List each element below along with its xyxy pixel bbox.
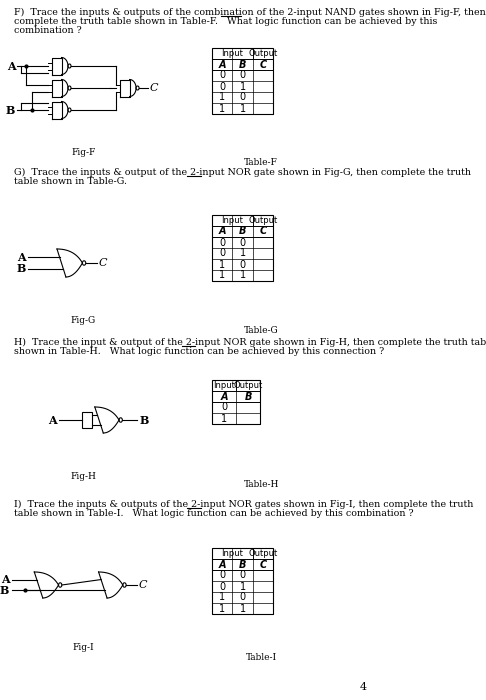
Text: B: B: [140, 414, 149, 426]
Text: 1: 1: [240, 582, 246, 591]
Text: A: A: [219, 227, 226, 237]
Text: A: A: [49, 414, 57, 426]
Text: 1: 1: [240, 104, 246, 113]
Text: 0: 0: [219, 81, 226, 92]
Text: C: C: [260, 559, 267, 570]
Text: C: C: [260, 60, 267, 69]
Text: table shown in Table-I.   What logic function can be achieved by this combinatio: table shown in Table-I. What logic funct…: [14, 509, 414, 518]
Text: 0: 0: [240, 237, 246, 248]
Bar: [82, 412, 92, 428]
Text: Table-H: Table-H: [243, 480, 279, 489]
Bar: [212, 48, 273, 114]
Text: 1: 1: [240, 603, 246, 613]
Text: 0: 0: [219, 570, 226, 580]
Text: table shown in Table-G.: table shown in Table-G.: [14, 177, 127, 186]
Text: Input: Input: [222, 216, 243, 225]
Text: C: C: [260, 227, 267, 237]
Text: Output: Output: [248, 216, 278, 225]
Text: C: C: [99, 258, 107, 268]
Text: B: B: [239, 559, 246, 570]
Text: 1: 1: [219, 92, 226, 102]
Text: C: C: [150, 83, 158, 93]
Text: B: B: [239, 60, 246, 69]
Text: B: B: [6, 104, 16, 116]
Text: 1: 1: [219, 270, 226, 281]
Text: A: A: [221, 391, 228, 402]
Bar: [212, 548, 273, 614]
Text: 1: 1: [221, 414, 227, 424]
Text: Output: Output: [234, 381, 263, 390]
Text: 1: 1: [219, 592, 226, 603]
Text: H)  Trace the input & output of the 2-input NOR gate shown in Fig-H, then comple: H) Trace the input & output of the 2-inp…: [14, 338, 486, 347]
Text: Fig-I: Fig-I: [72, 643, 94, 652]
Text: 0: 0: [219, 237, 226, 248]
Text: 0: 0: [219, 71, 226, 80]
Text: B: B: [239, 227, 246, 237]
Text: 0: 0: [240, 71, 246, 80]
Text: B: B: [17, 263, 26, 274]
Text: Fig-F: Fig-F: [71, 148, 96, 157]
Text: A: A: [0, 574, 9, 585]
Text: Table-F: Table-F: [244, 158, 278, 167]
Text: 4: 4: [360, 682, 367, 692]
Text: G)  Trace the inputs & output of the 2-input NOR gate shown in Fig-G, then compl: G) Trace the inputs & output of the 2-in…: [14, 168, 471, 177]
Text: 0: 0: [219, 582, 226, 591]
Text: 0: 0: [240, 570, 246, 580]
Text: I)  Trace the inputs & outputs of the 2-input NOR gates shown in Fig-I, then com: I) Trace the inputs & outputs of the 2-i…: [14, 500, 473, 509]
Text: 1: 1: [240, 81, 246, 92]
Text: 1: 1: [240, 270, 246, 281]
Text: Fig-G: Fig-G: [71, 316, 96, 325]
Text: C: C: [139, 580, 147, 590]
Text: Input: Input: [222, 49, 243, 58]
Text: A: A: [17, 251, 26, 262]
Text: Input: Input: [222, 549, 243, 558]
Text: F)  Trace the inputs & outputs of the combination of the 2-input NAND gates show: F) Trace the inputs & outputs of the com…: [14, 8, 486, 17]
Text: Output: Output: [248, 549, 278, 558]
Text: Table-G: Table-G: [244, 326, 278, 335]
Bar: [212, 380, 260, 424]
Text: 1: 1: [219, 260, 226, 270]
Text: 0: 0: [240, 92, 246, 102]
Text: 0: 0: [221, 402, 227, 412]
Text: complete the truth table shown in Table-F.   What logic function can be achieved: complete the truth table shown in Table-…: [14, 18, 437, 26]
Bar: [212, 215, 273, 281]
Text: 0: 0: [219, 248, 226, 258]
Text: combination ?: combination ?: [14, 27, 82, 36]
Text: Table-I: Table-I: [245, 653, 277, 662]
Text: 1: 1: [240, 248, 246, 258]
Text: shown in Table-H.   What logic function can be achieved by this connection ?: shown in Table-H. What logic function ca…: [14, 347, 384, 356]
Text: Input: Input: [213, 381, 235, 390]
Text: A: A: [219, 60, 226, 69]
Text: B: B: [244, 391, 252, 402]
Text: 0: 0: [240, 260, 246, 270]
Text: 0: 0: [240, 592, 246, 603]
Text: Output: Output: [248, 49, 278, 58]
Text: 1: 1: [219, 104, 226, 113]
Text: Fig-H: Fig-H: [70, 472, 96, 481]
Text: 1: 1: [219, 603, 226, 613]
Text: B: B: [0, 585, 9, 596]
Text: A: A: [219, 559, 226, 570]
Text: A: A: [7, 60, 16, 71]
